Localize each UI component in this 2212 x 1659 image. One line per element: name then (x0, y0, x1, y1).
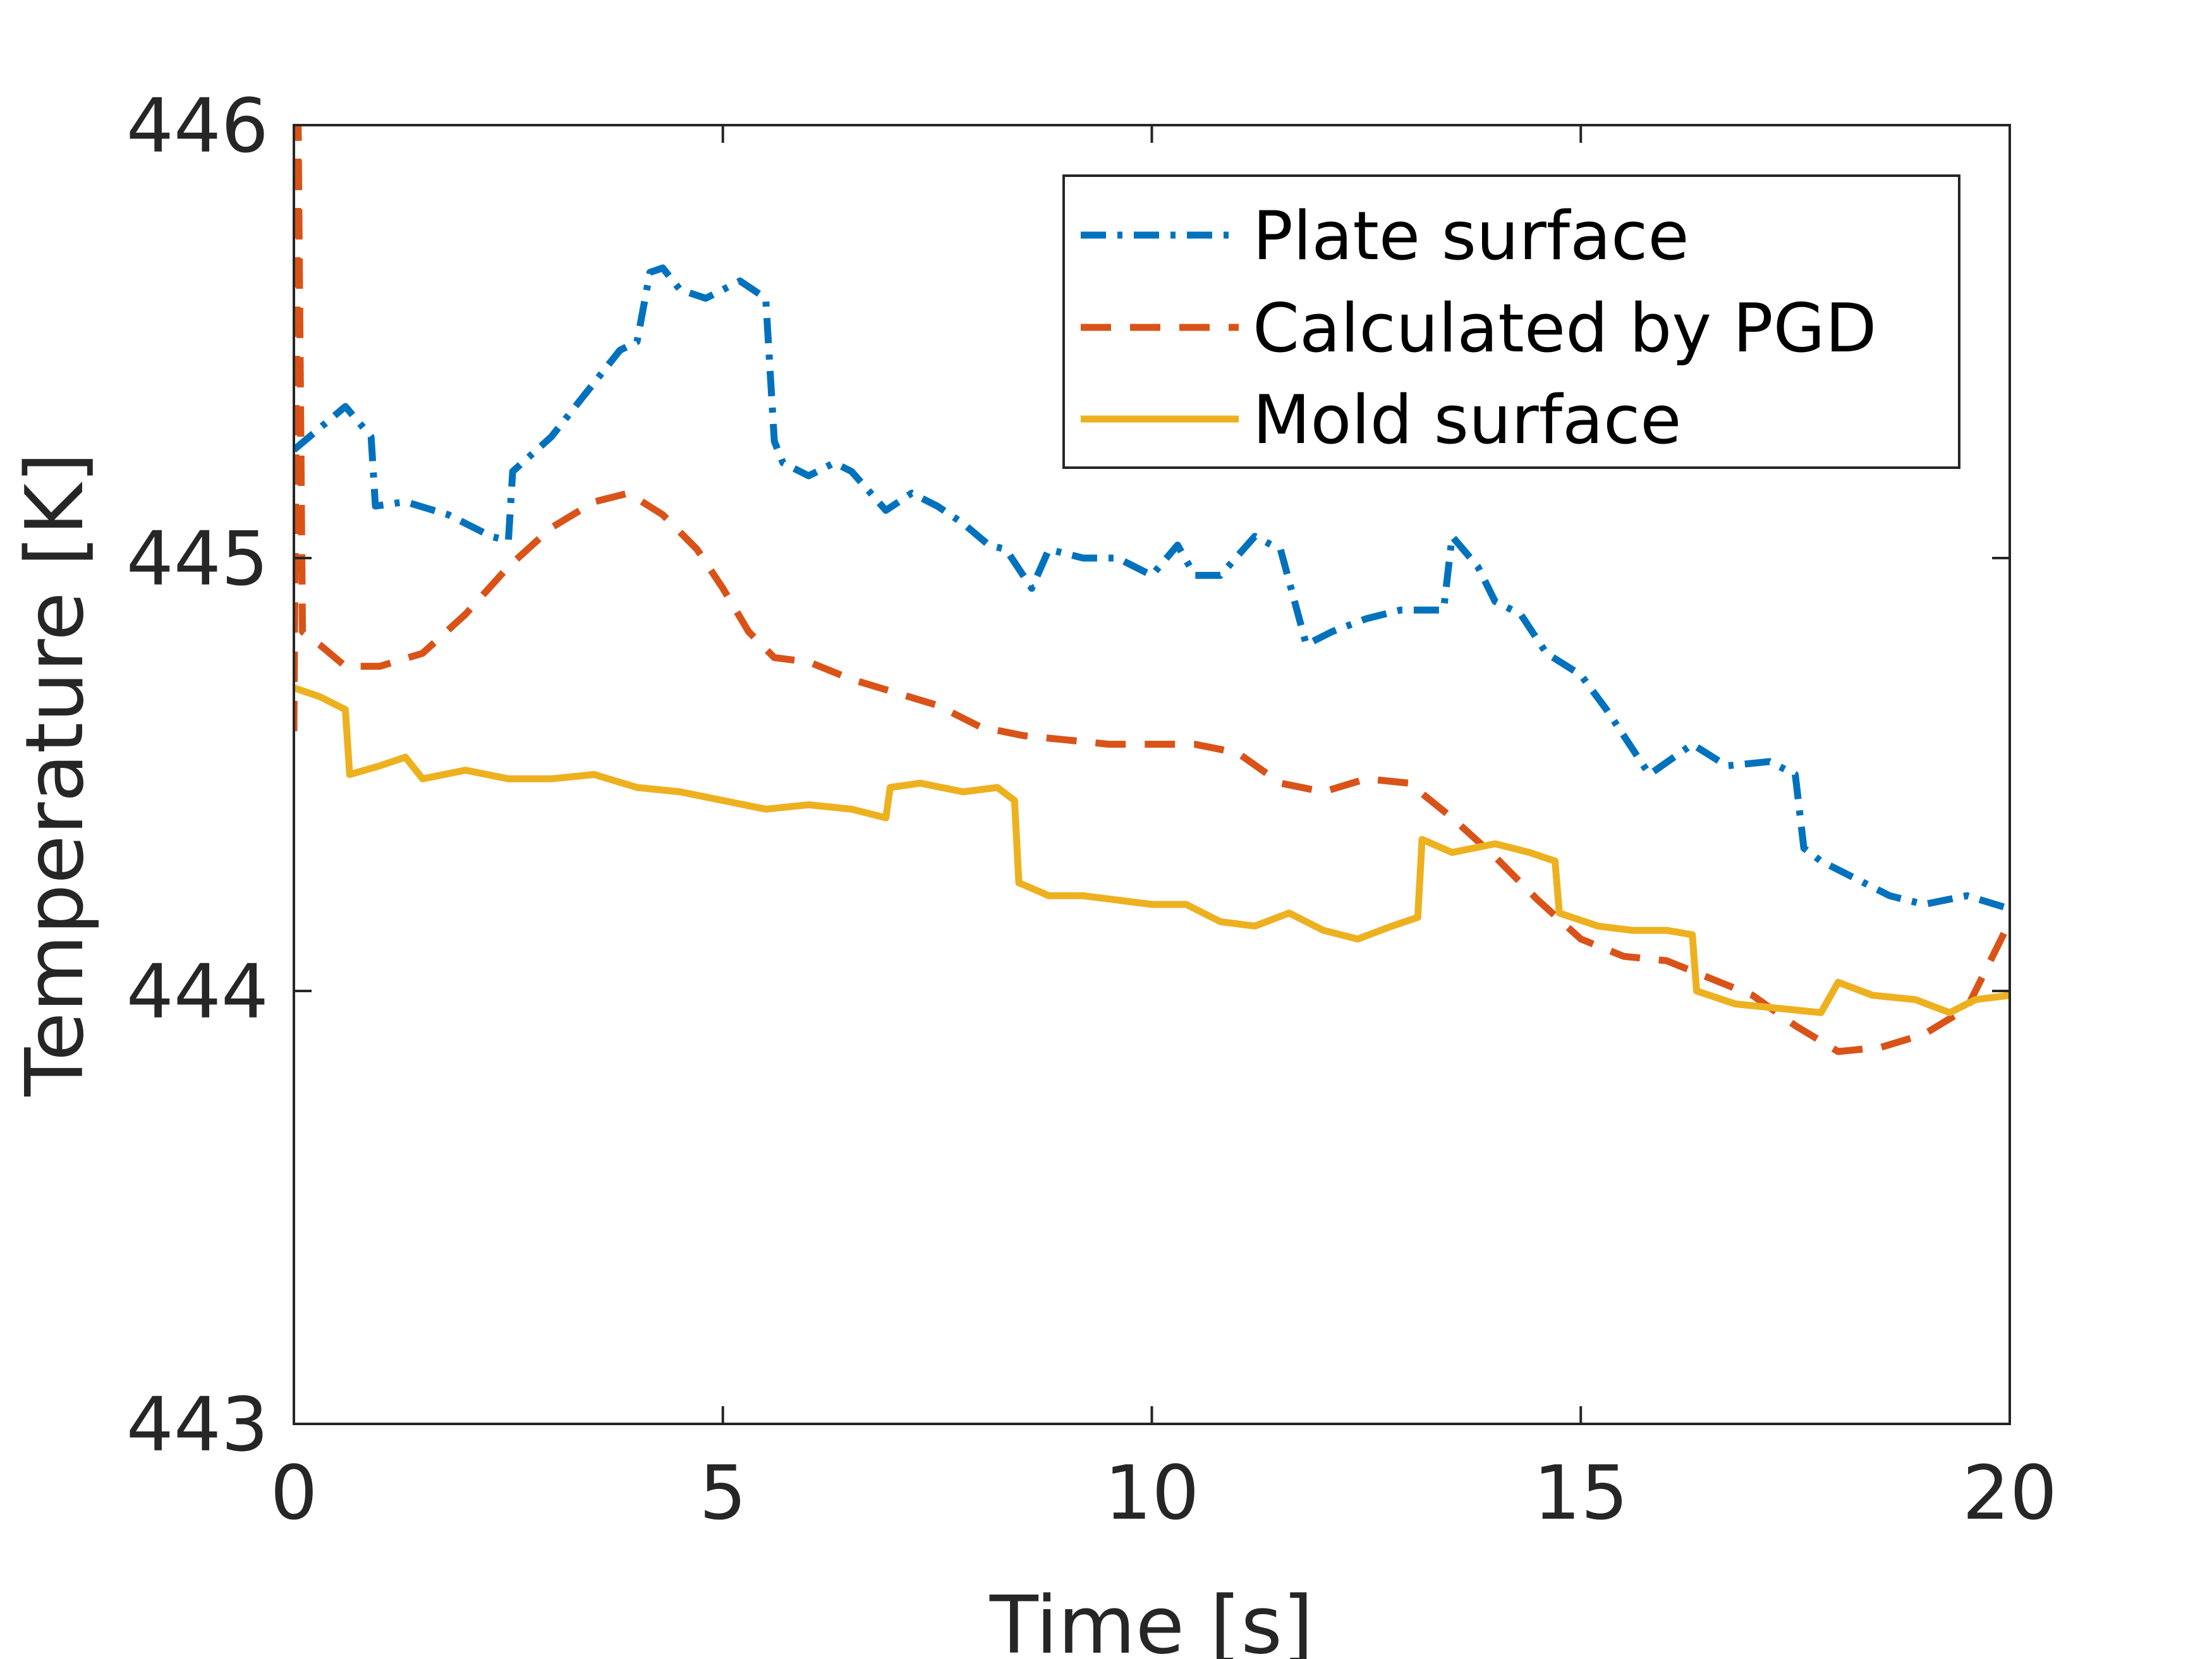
series-layer (294, 125, 2010, 1055)
y-tick-label: 443 (126, 1381, 269, 1468)
x-tick-label: 0 (270, 1449, 317, 1536)
legend-label-calculated-by-pgd: Calculated by PGD (1253, 289, 1876, 367)
y-tick-label: 444 (126, 948, 269, 1035)
series-line-calculated-by-pgd (294, 125, 2010, 1055)
x-tick-label: 20 (1962, 1449, 2057, 1536)
y-axis-label: Temperature [K] (8, 452, 101, 1097)
x-tick-label: 5 (699, 1449, 746, 1536)
legend-label-mold-surface: Mold surface (1253, 381, 1682, 459)
x-tick-label: 15 (1533, 1449, 1628, 1536)
series-line-plate-surface (294, 264, 2010, 913)
y-tick-label: 446 (126, 82, 269, 169)
y-tick-label: 445 (126, 515, 269, 602)
x-axis-ticks: 0 5 10 15 20 (270, 125, 2057, 1536)
legend-label-plate-surface: Plate surface (1253, 197, 1689, 275)
y-axis-ticks: 443 444 445 446 (126, 82, 2010, 1468)
x-axis-label: Time [s] (989, 1579, 1313, 1659)
legend: Plate surface Calculated by PGD Mold sur… (1062, 174, 1960, 469)
series-line-mold-surface (294, 684, 2010, 1016)
x-tick-label: 10 (1104, 1449, 1199, 1536)
